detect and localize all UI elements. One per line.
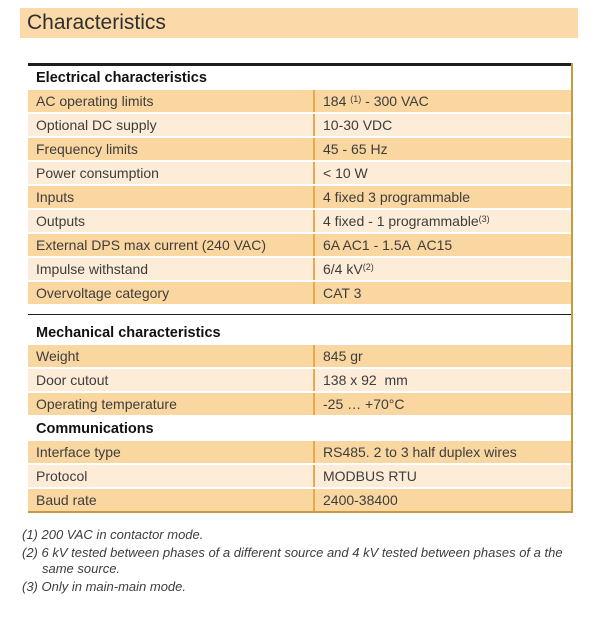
row-value-text: 4 fixed - 1 programmable bbox=[323, 213, 479, 229]
row-value-text: -25 … +70°C bbox=[323, 396, 405, 412]
row-value: MODBUS RTU bbox=[313, 465, 571, 487]
row-value-text: MODBUS RTU bbox=[323, 468, 417, 484]
row-value-text: 10-30 VDC bbox=[323, 117, 393, 133]
row-value: 10-30 VDC bbox=[313, 114, 571, 136]
row-value: 6/4 kV(2) bbox=[313, 258, 571, 280]
row-value: 4 fixed 3 programmable bbox=[313, 186, 571, 208]
table-row: Interface type RS485. 2 to 3 half duplex … bbox=[28, 441, 571, 463]
row-value: < 10 W bbox=[313, 162, 571, 184]
row-value-text: < 10 W bbox=[323, 165, 368, 181]
table-row: Baud rate 2400-38400 bbox=[28, 489, 571, 511]
row-value: 45 - 65 Hz bbox=[313, 138, 571, 160]
row-label: Outputs bbox=[36, 213, 86, 229]
row-value: 138 x 92 mm bbox=[313, 369, 571, 391]
row-label: Interface type bbox=[36, 444, 121, 460]
row-label: Weight bbox=[36, 348, 80, 364]
row-label: Optional DC supply bbox=[36, 117, 157, 133]
row-value-footnote-ref: (1) bbox=[350, 94, 362, 104]
table-row: Optional DC supply 10-30 VDC bbox=[28, 114, 571, 136]
row-value: 184 (1) - 300 VAC bbox=[313, 90, 571, 112]
footnote-3: (3) Only in main-main mode. bbox=[22, 578, 186, 594]
table-row: Outputs 4 fixed - 1 programmable(3) bbox=[28, 210, 571, 232]
characteristics-table: Electrical characteristics AC operating l… bbox=[28, 63, 573, 513]
row-label: Inputs bbox=[36, 189, 75, 205]
section-rule bbox=[28, 314, 571, 315]
row-value: 4 fixed - 1 programmable(3) bbox=[313, 210, 571, 232]
row-value-footnote-ref: (3) bbox=[478, 214, 490, 224]
row-label: Frequency limits bbox=[36, 141, 138, 157]
row-value-text: 2400-38400 bbox=[323, 492, 398, 508]
table-row: Weight 845 gr bbox=[28, 345, 571, 367]
row-value-text: 6A AC1 - 1.5A AC15 bbox=[323, 237, 453, 253]
section-header: Communications bbox=[28, 417, 571, 441]
row-value: 845 gr bbox=[313, 345, 571, 367]
row-value: -25 … +70°C bbox=[313, 393, 571, 415]
table-row: Overvoltage category CAT 3 bbox=[28, 282, 571, 304]
row-value-text: CAT 3 bbox=[323, 285, 362, 301]
row-value: 6A AC1 - 1.5A AC15 bbox=[313, 234, 571, 256]
page-title: Characteristics bbox=[20, 8, 578, 38]
table-row: External DPS max current (240 VAC) 6A AC1… bbox=[28, 234, 571, 256]
row-label: Impulse withstand bbox=[36, 261, 149, 277]
row-label: Baud rate bbox=[36, 492, 97, 508]
row-value-text: 845 gr bbox=[323, 348, 363, 364]
row-label: External DPS max current (240 VAC) bbox=[36, 237, 267, 253]
table-row: Protocol MODBUS RTU bbox=[28, 465, 571, 487]
section-gap bbox=[28, 306, 571, 314]
row-value-text: 45 - 65 Hz bbox=[323, 141, 388, 157]
row-label: Door cutout bbox=[36, 372, 109, 388]
row-label: Protocol bbox=[36, 468, 88, 484]
row-label: Overvoltage category bbox=[36, 285, 170, 301]
row-value: CAT 3 bbox=[313, 282, 571, 304]
row-value-footnote-ref: (2) bbox=[362, 262, 374, 272]
table-row: Inputs 4 fixed 3 programmable bbox=[28, 186, 571, 208]
table-row: Frequency limits 45 - 65 Hz bbox=[28, 138, 571, 160]
row-label: AC operating limits bbox=[36, 93, 154, 109]
section-rule bbox=[28, 63, 571, 66]
footnotes: (1) 200 VAC in contactor mode. (2) 6 kV … bbox=[22, 527, 584, 596]
footnote-1: (1) 200 VAC in contactor mode. bbox=[22, 527, 204, 542]
table-row: Impulse withstand 6/4 kV(2) bbox=[28, 258, 571, 280]
row-value: 2400-38400 bbox=[313, 489, 571, 511]
row-label: Operating temperature bbox=[36, 396, 177, 412]
table-row: Power consumption < 10 W bbox=[28, 162, 571, 184]
row-value-text: - 300 VAC bbox=[361, 93, 429, 109]
row-value-text: 4 fixed 3 programmable bbox=[323, 189, 471, 205]
table-row: AC operating limits 184 (1) - 300 VAC bbox=[28, 90, 571, 112]
row-value: RS485. 2 to 3 half duplex wires bbox=[313, 441, 571, 463]
row-value-text: 138 x 92 mm bbox=[323, 372, 408, 388]
row-label: Power consumption bbox=[36, 165, 159, 181]
row-value-text: RS485. 2 to 3 half duplex wires bbox=[323, 444, 517, 460]
section-header: Electrical characteristics bbox=[28, 66, 571, 90]
section-header: Mechanical characteristics bbox=[28, 321, 571, 345]
row-value-text: 184 bbox=[323, 93, 351, 109]
footnote-2: (2) 6 kV tested between phases of a diff… bbox=[22, 544, 563, 577]
table-row: Door cutout 138 x 92 mm bbox=[28, 369, 571, 391]
table-row: Operating temperature -25 … +70°C bbox=[28, 393, 571, 415]
row-value-text: 6/4 kV bbox=[323, 261, 363, 277]
